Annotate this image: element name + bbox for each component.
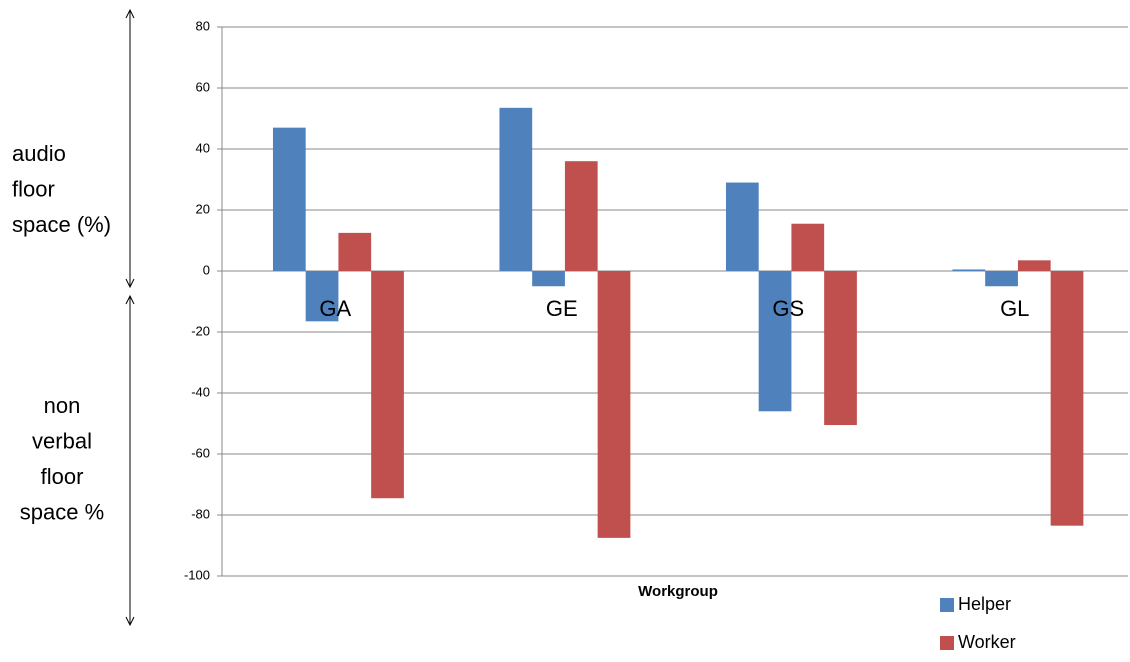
bar [371,271,404,499]
category-label: GL [1000,296,1029,321]
y-tick-label: 80 [196,18,210,33]
bar [1017,260,1051,271]
bar [985,271,1018,287]
y-annotation: floor [41,464,84,489]
y-tick-label: 0 [203,262,210,277]
y-tick-label: 20 [196,201,210,216]
bar [791,223,825,271]
bar [338,232,372,271]
bar [564,161,598,271]
bar [824,271,857,426]
y-tick-label: -60 [191,445,210,460]
bar [758,271,792,412]
bar [499,107,533,271]
legend-swatch [940,636,954,650]
y-tick-label: -20 [191,323,210,338]
y-tick-label: -100 [184,567,210,582]
y-annotation: space % [20,499,104,524]
bar [597,271,631,538]
bar [1050,271,1084,526]
bar [952,269,986,271]
y-tick-label: -80 [191,506,210,521]
category-label: GA [319,296,351,321]
y-annotation: floor [12,176,55,201]
bar [725,182,759,271]
y-tick-label: -40 [191,384,210,399]
x-axis-label: Workgroup [638,583,718,600]
legend-label: Worker [958,632,1016,652]
category-label: GS [772,296,804,321]
y-annotation: audio [12,141,66,166]
legend-label: Helper [958,594,1011,614]
y-tick-label: 60 [196,79,210,94]
bar [305,271,339,322]
category-label: GE [546,296,578,321]
y-tick-label: 40 [196,140,210,155]
y-annotation: non [44,393,81,418]
y-annotation: space (%) [12,212,111,237]
legend-swatch [940,598,954,612]
bar [532,271,565,287]
bar [272,127,306,272]
y-annotation: verbal [32,428,92,453]
